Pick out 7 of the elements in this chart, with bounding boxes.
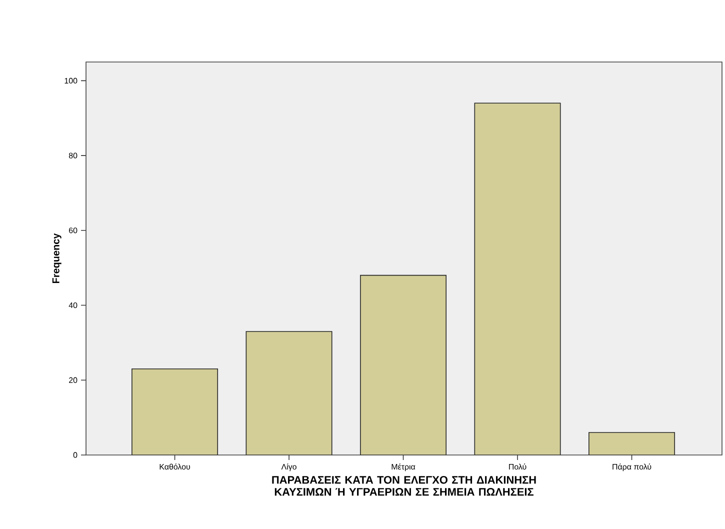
bar	[360, 274, 447, 455]
y-axis-title: Frequency	[52, 233, 62, 284]
x-axis-title: ΠΑΡΑΒΑΣΕΙΣ ΚΑΤΑ ΤΟΝ ΕΛΕΓΧΟ ΣΤΗ ΔΙΑΚΙΝΗΣΗ ΚΑΥΣΙΜΩΝ Ή ΥΓΡΑΕΡΙΩΝ ΣΕ ΣΗΜΕΙΑ ΠΩΛΗΣΕΙΣ	[272, 476, 536, 496]
bar	[132, 368, 218, 455]
bar	[588, 432, 675, 455]
bar	[474, 102, 561, 455]
bar	[246, 331, 332, 455]
